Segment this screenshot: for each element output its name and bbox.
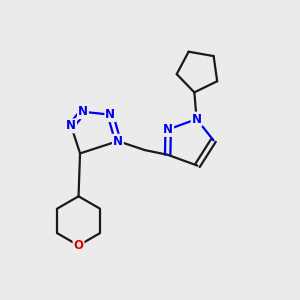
Text: N: N: [105, 108, 115, 121]
Text: N: N: [113, 135, 123, 148]
Text: N: N: [78, 105, 88, 118]
Text: N: N: [163, 123, 173, 136]
Text: N: N: [66, 119, 76, 132]
Text: O: O: [74, 239, 83, 252]
Text: N: N: [192, 112, 202, 126]
